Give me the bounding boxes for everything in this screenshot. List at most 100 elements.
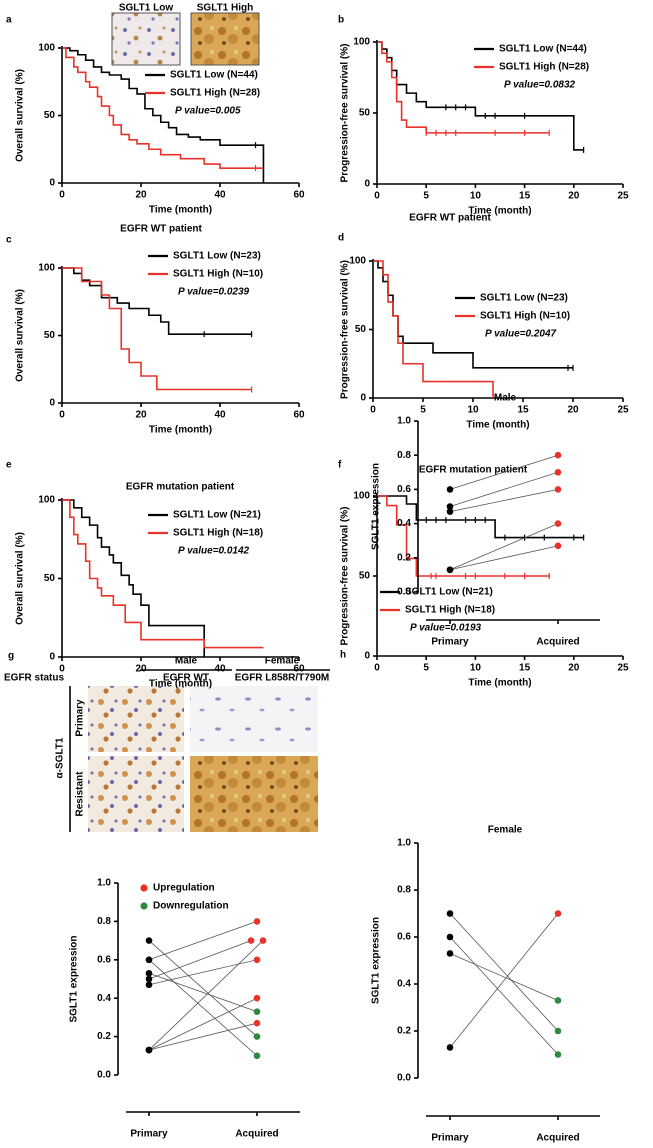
dot	[446, 508, 454, 515]
survival-curve	[62, 47, 264, 169]
y-tick-label: 100	[38, 263, 55, 274]
stain-label: α-SGLT1	[55, 737, 66, 778]
legend-label: SGLT1 Low (N=44)	[170, 70, 258, 81]
pair-line	[449, 489, 559, 513]
legend-label: SGLT1 High (N=10)	[480, 311, 570, 322]
dot	[554, 469, 562, 476]
column-header: Female	[265, 656, 300, 667]
y-tick-label: 50	[355, 324, 367, 335]
x-tick-label: 10	[470, 663, 482, 674]
x-tick-label: 60	[293, 410, 305, 421]
survival-curve	[373, 260, 494, 398]
dot	[253, 956, 261, 964]
chart-title: EGFR mutation patient	[126, 482, 235, 493]
x-tick-label: Acquired	[536, 637, 579, 648]
x-tick-label: 0	[59, 190, 65, 201]
survival-curve	[62, 499, 205, 657]
inset-image	[190, 12, 260, 66]
x-tick-label: 25	[617, 191, 629, 202]
y-tick-label: 0	[364, 179, 370, 190]
dot	[145, 981, 153, 989]
pair-line	[148, 921, 258, 961]
y-tick-label: 1.0	[397, 416, 411, 427]
x-tick-label: 25	[617, 663, 629, 674]
x-tick-label: 5	[423, 191, 429, 202]
chart-title: EGFR WT patient	[120, 224, 202, 235]
inset-label: SGLT1 Low	[119, 3, 173, 14]
y-tick-label: 50	[44, 330, 56, 341]
x-tick-label: 60	[293, 190, 305, 201]
x-tick-label: Primary	[130, 1129, 168, 1140]
ihc-image	[190, 686, 318, 752]
panel-label: f	[338, 460, 342, 471]
x-tick-label: 5	[423, 663, 429, 674]
y-axis-label: Overall survival (%)	[15, 289, 26, 382]
x-tick-label: 0	[370, 405, 376, 416]
y-tick-label: 1.0	[397, 838, 411, 849]
x-tick-label: Primary	[431, 637, 469, 648]
x-tick-label: 20	[568, 191, 580, 202]
x-tick-label: 0	[374, 191, 380, 202]
panel-label: g	[8, 651, 14, 662]
y-tick-label: 50	[359, 108, 371, 119]
y-tick-label: 50	[44, 573, 56, 584]
y-tick-label: 100	[353, 37, 370, 48]
y-tick-label: 100	[353, 491, 370, 502]
y-tick-label: 50	[359, 571, 371, 582]
dot	[446, 910, 454, 917]
ihc-image	[88, 686, 184, 752]
y-axis-label: Progression-free survival (%)	[340, 507, 351, 646]
inset-image	[111, 12, 181, 66]
status: EGFR L858R/T790M	[235, 673, 329, 684]
y-tick-label: 0.0	[397, 1073, 411, 1084]
y-axis-label: SGLT1 expression	[69, 935, 80, 1022]
y-tick-label: 0.4	[97, 993, 111, 1004]
x-tick-label: Primary	[431, 1133, 469, 1144]
survival-curve	[377, 41, 550, 134]
y-tick-label: 100	[38, 495, 55, 506]
pair-line	[148, 959, 258, 1057]
p-value: P value=0.0193	[410, 623, 482, 634]
survival-curve	[377, 495, 550, 577]
dot	[145, 969, 153, 977]
pair-line	[148, 940, 264, 1051]
pair-line	[148, 940, 258, 1037]
dot	[554, 542, 562, 550]
y-tick-label: 0	[364, 651, 370, 662]
dot	[554, 1027, 562, 1035]
x-tick-label: 10	[470, 191, 482, 202]
y-tick-label: 0.6	[97, 954, 111, 965]
y-tick-label: 0	[49, 178, 55, 189]
x-tick-label: 60	[293, 664, 305, 675]
legend-label: SGLT1 High (N=10)	[173, 269, 263, 280]
dot	[259, 937, 267, 944]
pair-line	[148, 1022, 258, 1051]
dot	[145, 975, 153, 983]
legend-label: SGLT1 Low (N=44)	[499, 44, 587, 55]
chart-title: Male	[494, 393, 517, 404]
panel-label: c	[6, 235, 12, 246]
survival-curve	[62, 267, 252, 391]
y-tick-label: 0.4	[397, 979, 411, 990]
column-header: Male	[175, 656, 198, 667]
panel-label: e	[6, 460, 12, 471]
x-tick-label: 20	[568, 663, 580, 674]
x-tick-label: Acquired	[235, 1129, 278, 1140]
legend-label: SGLT1 Low (N=23)	[480, 293, 568, 304]
ihc-image	[190, 756, 318, 832]
x-axis-label: Time (month)	[468, 678, 531, 689]
x-axis-label: Time (month)	[149, 205, 212, 216]
dot	[253, 1008, 261, 1015]
dot	[554, 520, 562, 527]
legend-label: Downregulation	[153, 901, 229, 912]
p-value: P value=0.005	[175, 106, 241, 117]
x-tick-label: 0	[59, 410, 65, 421]
p-value: P value=0.2047	[485, 329, 557, 340]
legend-label: SGLT1 Low (N=21)	[405, 587, 493, 598]
x-tick-label: 25	[617, 405, 629, 416]
y-tick-label: 0	[49, 652, 55, 663]
y-tick-label: 0.8	[397, 885, 411, 896]
pair-line	[449, 913, 559, 1048]
